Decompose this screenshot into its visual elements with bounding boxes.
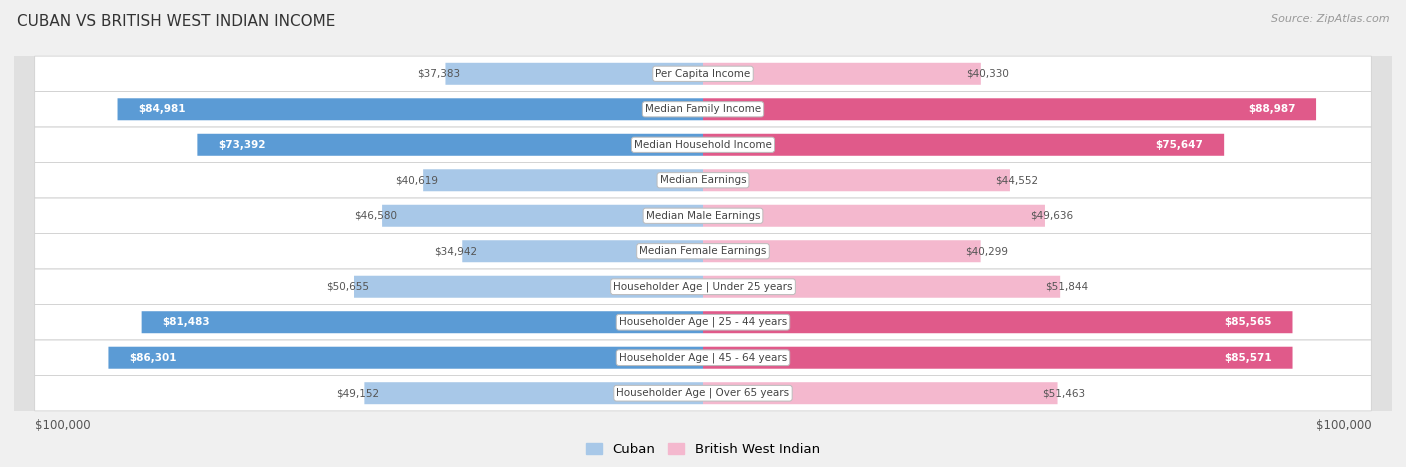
Legend: Cuban, British West Indian: Cuban, British West Indian [581,438,825,461]
Text: Householder Age | 45 - 64 years: Householder Age | 45 - 64 years [619,353,787,363]
FancyBboxPatch shape [35,56,1371,92]
FancyBboxPatch shape [703,98,1316,120]
Text: Median Male Earnings: Median Male Earnings [645,211,761,221]
Text: $40,299: $40,299 [966,246,1008,256]
FancyBboxPatch shape [382,205,703,227]
Text: $44,552: $44,552 [995,175,1038,185]
FancyBboxPatch shape [703,311,1292,333]
FancyBboxPatch shape [703,382,1057,404]
Text: $49,636: $49,636 [1029,211,1073,221]
Text: $85,571: $85,571 [1225,353,1272,363]
FancyBboxPatch shape [703,205,1045,227]
FancyBboxPatch shape [446,63,703,85]
Text: Median Family Income: Median Family Income [645,104,761,114]
FancyBboxPatch shape [703,240,980,262]
FancyBboxPatch shape [35,269,1371,304]
FancyBboxPatch shape [35,163,1371,198]
Text: $46,580: $46,580 [354,211,398,221]
Text: $73,392: $73,392 [218,140,266,150]
FancyBboxPatch shape [703,347,1292,369]
FancyBboxPatch shape [35,198,1371,234]
Text: $75,647: $75,647 [1156,140,1204,150]
Text: $88,987: $88,987 [1249,104,1295,114]
FancyBboxPatch shape [703,276,1060,298]
Text: Per Capita Income: Per Capita Income [655,69,751,79]
Text: $100,000: $100,000 [35,419,90,432]
FancyBboxPatch shape [118,98,703,120]
Text: Median Female Earnings: Median Female Earnings [640,246,766,256]
FancyBboxPatch shape [703,169,1010,191]
Text: $81,483: $81,483 [162,317,209,327]
Text: $100,000: $100,000 [1316,419,1371,432]
Text: $37,383: $37,383 [418,69,461,79]
Text: $51,463: $51,463 [1042,388,1085,398]
FancyBboxPatch shape [423,169,703,191]
Text: CUBAN VS BRITISH WEST INDIAN INCOME: CUBAN VS BRITISH WEST INDIAN INCOME [17,14,335,29]
Text: $34,942: $34,942 [434,246,478,256]
FancyBboxPatch shape [108,347,703,369]
Text: Median Household Income: Median Household Income [634,140,772,150]
FancyBboxPatch shape [197,134,703,156]
FancyBboxPatch shape [35,127,1371,163]
FancyBboxPatch shape [142,311,703,333]
FancyBboxPatch shape [35,92,1371,127]
Text: Median Earnings: Median Earnings [659,175,747,185]
Text: $49,152: $49,152 [336,388,380,398]
Text: $84,981: $84,981 [138,104,186,114]
FancyBboxPatch shape [35,340,1371,375]
FancyBboxPatch shape [463,240,703,262]
Text: $51,844: $51,844 [1045,282,1088,292]
FancyBboxPatch shape [354,276,703,298]
Text: $50,655: $50,655 [326,282,370,292]
Text: $40,619: $40,619 [395,175,439,185]
FancyBboxPatch shape [35,375,1371,411]
Text: Source: ZipAtlas.com: Source: ZipAtlas.com [1271,14,1389,24]
FancyBboxPatch shape [703,63,981,85]
FancyBboxPatch shape [35,234,1371,269]
FancyBboxPatch shape [364,382,703,404]
FancyBboxPatch shape [703,134,1225,156]
Text: Householder Age | Over 65 years: Householder Age | Over 65 years [616,388,790,398]
Text: Householder Age | 25 - 44 years: Householder Age | 25 - 44 years [619,317,787,327]
Text: $86,301: $86,301 [129,353,177,363]
Text: $85,565: $85,565 [1225,317,1272,327]
Text: Householder Age | Under 25 years: Householder Age | Under 25 years [613,282,793,292]
Text: $40,330: $40,330 [966,69,1008,79]
FancyBboxPatch shape [35,304,1371,340]
